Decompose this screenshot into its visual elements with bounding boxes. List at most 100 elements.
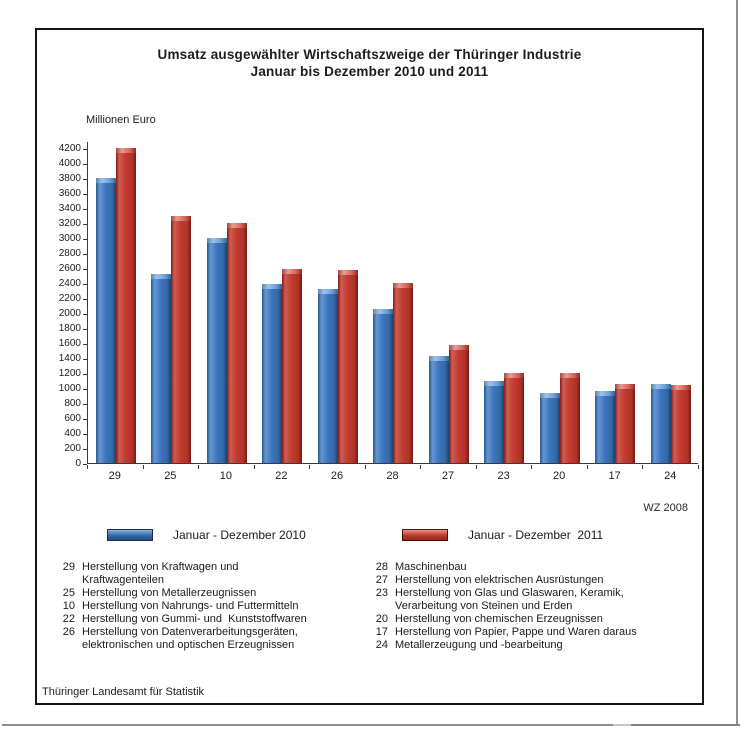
sector-code: 24 xyxy=(375,639,388,651)
y-tick-label-2600: 2600 xyxy=(58,263,81,274)
y-tick-label-3000: 3000 xyxy=(58,233,81,244)
sector-key-row-27: 27 Herstellung von elektrischen Ausrüstun… xyxy=(368,574,698,587)
bar-top-bevel xyxy=(337,270,358,276)
bar-2011-23 xyxy=(504,373,525,463)
x-category-label-24: 24 xyxy=(664,470,677,482)
y-tick-mark xyxy=(83,314,87,315)
x-tick-mark xyxy=(309,465,311,469)
bar-top-bevel xyxy=(171,216,192,222)
y-tick-label-1600: 1600 xyxy=(58,338,81,349)
y-tick-mark xyxy=(83,329,87,330)
bar-2010-22 xyxy=(262,283,283,463)
bar-top-bevel xyxy=(282,268,303,274)
sector-key-row-28: 28 Maschinenbau xyxy=(368,561,698,574)
x-tick-mark xyxy=(364,465,366,469)
bar-2010-29 xyxy=(95,178,116,463)
y-tick-mark xyxy=(83,284,87,285)
legend-swatch-icon xyxy=(107,529,153,541)
x-tick-mark xyxy=(531,465,533,469)
sector-code: 17 xyxy=(375,626,388,638)
y-tick-label-1400: 1400 xyxy=(58,353,81,364)
x-tick-mark xyxy=(420,465,422,469)
sector-code: 23 xyxy=(375,587,388,599)
x-category-label-23: 23 xyxy=(497,470,510,482)
x-category-label-20: 20 xyxy=(553,470,566,482)
legend: Januar - Dezember 2010 Januar - Dezember … xyxy=(107,528,667,550)
y-tick-mark xyxy=(83,404,87,405)
plot-area xyxy=(87,142,698,464)
bar-top-bevel xyxy=(115,148,136,153)
sector-description: Herstellung von elektrischen Ausrüstunge… xyxy=(395,574,604,586)
bar-2010-28 xyxy=(373,309,394,463)
bar-2011-29 xyxy=(115,148,136,463)
bar-top-bevel xyxy=(615,384,636,390)
x-category-label-27: 27 xyxy=(441,470,455,482)
bar-2010-20 xyxy=(539,393,560,463)
bar-top-bevel xyxy=(428,355,449,361)
sector-description: Herstellung von chemischen Erzeugnissen xyxy=(395,613,603,625)
sector-description: Herstellung von Glas und Glaswaren, Kera… xyxy=(395,587,624,612)
bar-top-bevel xyxy=(650,383,671,389)
y-tick-mark xyxy=(83,449,87,450)
y-tick-label-2400: 2400 xyxy=(58,278,81,289)
sector-key-row-26: 26 Herstellung von Datenverarbeitungsgerä… xyxy=(55,626,355,652)
sector-code: 22 xyxy=(62,613,75,625)
source-label: Thüringer Landesamt für Statistik xyxy=(42,686,205,698)
bar-2011-10 xyxy=(226,223,247,463)
y-tick-mark xyxy=(83,269,87,270)
y-tick-label-800: 800 xyxy=(64,398,81,409)
bar-2011-20 xyxy=(559,373,580,463)
bar-top-bevel xyxy=(95,178,116,183)
bar-top-bevel xyxy=(262,283,283,289)
y-tick-mark xyxy=(83,419,87,420)
y-tick-label-0: 0 xyxy=(75,458,81,469)
bar-2011-27 xyxy=(448,344,469,463)
x-category-label-17: 17 xyxy=(608,470,621,482)
y-tick-label-3600: 3600 xyxy=(58,188,81,199)
sector-code: 28 xyxy=(375,561,388,573)
x-tick-mark xyxy=(142,465,144,469)
y-tick-label-1000: 1000 xyxy=(58,383,81,394)
window-border-right xyxy=(736,0,738,726)
window-border-bottom-notch xyxy=(613,724,631,726)
y-tick-label-2800: 2800 xyxy=(58,248,81,259)
x-category-label-28: 28 xyxy=(386,470,399,482)
bar-top-bevel xyxy=(206,238,227,243)
sector-description: Herstellung von Gummi- und Kunststoffwar… xyxy=(82,613,307,625)
chart-title-line1: Umsatz ausgewählter Wirtschaftszweige de… xyxy=(157,47,582,62)
y-tick-mark xyxy=(83,224,87,225)
y-tick-label-1200: 1200 xyxy=(58,368,81,379)
bar-top-bevel xyxy=(539,393,560,399)
y-tick-label-2200: 2200 xyxy=(58,293,81,304)
bar-top-bevel xyxy=(373,309,394,315)
y-tick-mark xyxy=(83,344,87,345)
y-tick-label-3800: 3800 xyxy=(58,173,81,184)
y-tick-mark xyxy=(83,389,87,390)
y-tick-mark xyxy=(83,239,87,240)
bar-2011-28 xyxy=(393,283,414,463)
bar-2010-25 xyxy=(151,274,172,463)
x-category-label-25: 25 xyxy=(164,470,177,482)
bar-2011-25 xyxy=(171,216,192,463)
bar-top-bevel xyxy=(559,373,580,378)
bar-2011-26 xyxy=(337,270,358,463)
bar-2010-17 xyxy=(595,391,616,463)
bar-top-bevel xyxy=(504,373,525,378)
y-tick-label-4000: 4000 xyxy=(58,158,81,169)
bar-2010-26 xyxy=(317,289,338,463)
bar-2010-10 xyxy=(206,238,227,463)
x-category-label-22: 22 xyxy=(275,470,288,482)
sector-description: Herstellung von Metallerzeugnissen xyxy=(82,587,257,599)
sector-code: 20 xyxy=(375,613,388,625)
legend-item-2011: Januar - Dezember 2011 xyxy=(402,528,603,542)
legend-item-2010: Januar - Dezember 2010 xyxy=(107,528,306,542)
bar-2010-23 xyxy=(484,380,505,463)
bar-2011-17 xyxy=(615,384,636,463)
y-tick-label-1800: 1800 xyxy=(58,323,81,334)
legend-swatch-icon xyxy=(402,529,448,541)
chart-title: Umsatz ausgewählter Wirtschaftszweige de… xyxy=(37,46,702,80)
bar-2011-22 xyxy=(282,268,303,463)
sector-code: 26 xyxy=(62,626,75,638)
sector-key-left-column: 29 Herstellung von Kraftwagen und Kraftwa… xyxy=(55,561,355,652)
y-tick-mark xyxy=(83,254,87,255)
